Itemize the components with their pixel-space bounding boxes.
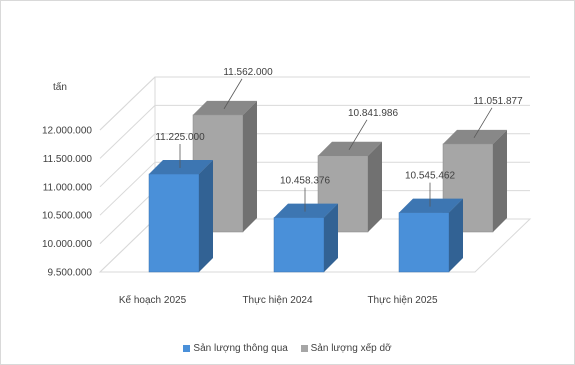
bar-side-handling [243,100,257,232]
legend-item-throughput: Sản lượng thông qua [183,343,288,354]
leader-line [473,107,493,139]
x-category-label: Thực hiện 2024 [242,295,313,306]
y-axis-unit-label: tấn [53,81,67,93]
y-tick-label: 11.500.000 [43,154,93,165]
bar-front-throughput [148,173,200,273]
data-label: 10.841.986 [348,108,398,119]
leader-lines [179,78,493,212]
y-axis-ticks: 9.500.000 10.000.000 10.500.000 11.000.000 1… [42,126,92,279]
back-wall-top-edge [99,76,530,131]
y-tick-label: 12.000.000 [42,126,92,137]
bar-side-throughput [199,160,213,272]
data-labels: 11.562.000 11.225.000 10.841.986 10.458.376… [155,67,523,187]
bar-side-throughput [324,203,338,272]
data-label: 10.545.462 [405,171,455,182]
legend-label-handling: Sản lượng xếp dỡ [310,343,392,354]
gridline [99,133,530,188]
bar-top-throughput [274,203,338,218]
y-tick-label: 9.500.000 [48,268,93,279]
bar-top-throughput [149,160,213,175]
legend-swatch-handling [300,345,308,352]
legend-swatch-throughput [183,345,191,352]
legend-label-throughput: Sản lượng thông qua [193,343,288,354]
gridline [99,161,530,216]
leader-line [348,119,368,150]
gridline [99,76,530,131]
data-label: 11.225.000 [155,132,205,143]
bar-front-throughput [273,217,325,273]
legend: Sản lượng thông qua Sản lượng xếp dỡ [0,343,575,355]
x-category-label: Kế hoạch 2025 [119,294,187,306]
legend-item-handling: Sản lượng xếp dỡ [300,343,392,354]
leader-line [223,78,243,110]
data-label: 11.562.000 [223,67,273,78]
y-tick-label: 10.000.000 [42,239,92,250]
x-category-label: Thực hiện 2025 [367,295,438,306]
bar-front-throughput [398,212,450,273]
x-axis-categories: Kế hoạch 2025 Thực hiện 2024 Thực hiện 202… [119,294,438,306]
bars [148,100,507,273]
bar-side-throughput [449,198,463,272]
y-tick-label: 11.000.000 [43,182,93,193]
bar-side-handling [368,141,382,232]
data-label: 10.458.376 [280,176,330,187]
gridline [99,104,530,159]
y-tick-label: 10.500.000 [42,211,92,222]
bar-side-handling [493,129,507,232]
data-label: 11.051.877 [473,96,523,107]
bar-top-throughput [399,198,463,213]
